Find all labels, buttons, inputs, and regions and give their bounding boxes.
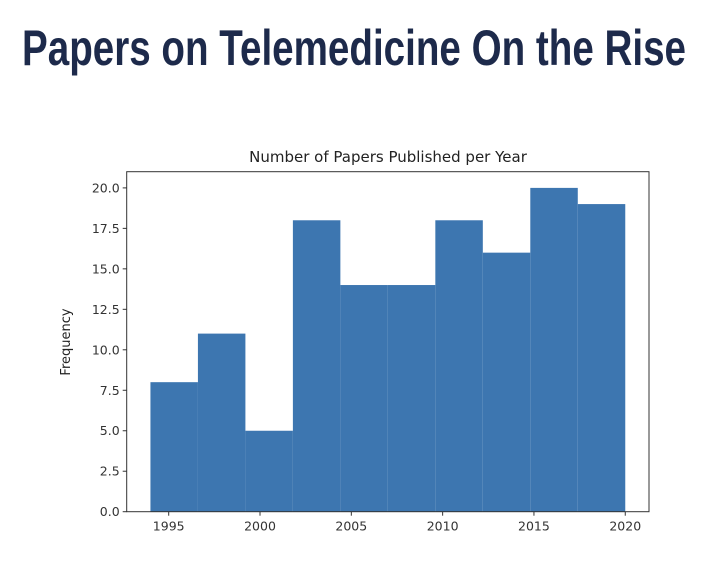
histogram-bar [435, 220, 483, 512]
y-tick-label: 15.0 [92, 261, 120, 276]
y-tick-label: 0.0 [100, 504, 120, 519]
histogram-bar [577, 204, 626, 512]
x-tick-label: 2015 [518, 519, 550, 534]
x-tick-label: 1995 [153, 519, 185, 534]
ticks: 1995 2000 2005 2010 2015 2020 0.0 2.5 5.0 7.5 10.0… [92, 180, 641, 533]
x-tick-label: 2000 [244, 519, 276, 534]
y-axis-label: Frequency [59, 308, 74, 375]
chart-title: Number of Papers Published per Year [249, 148, 528, 166]
histogram-bar [245, 430, 293, 512]
y-tick-label: 7.5 [100, 383, 120, 398]
histogram-bar [197, 333, 246, 512]
y-tick-label: 10.0 [92, 342, 120, 357]
y-tick-label: 5.0 [100, 423, 120, 438]
histogram-bar [292, 220, 341, 512]
x-tick-label: 2010 [427, 519, 459, 534]
x-tick-label: 2020 [609, 519, 641, 534]
x-tick-label: 2005 [335, 519, 367, 534]
y-tick-label: 20.0 [92, 180, 120, 195]
histogram-bar [482, 252, 531, 512]
y-tick-label: 17.5 [92, 221, 120, 236]
bars [150, 187, 626, 512]
histogram-bar [150, 382, 198, 512]
histogram-bar [340, 285, 388, 512]
plot-frame [126, 171, 650, 513]
headline: Papers on Telemedicine On the Rise [22, 20, 686, 76]
histogram-bar [530, 187, 578, 512]
y-tick-label: 2.5 [100, 464, 120, 479]
y-tick-label: 12.5 [92, 302, 120, 317]
histogram-bar [387, 285, 436, 512]
